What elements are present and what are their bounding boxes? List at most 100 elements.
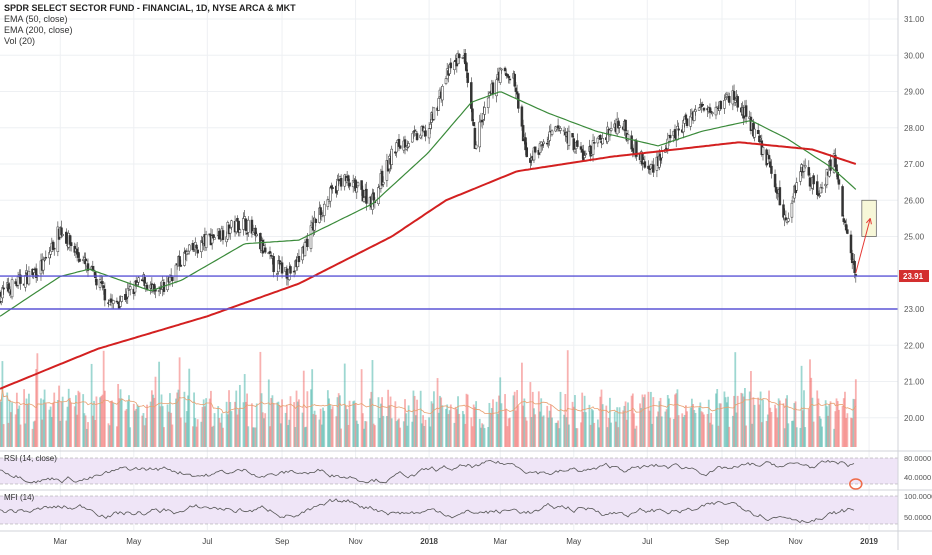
volume-bar (365, 421, 368, 447)
volume-bar (693, 409, 696, 447)
volume-bar (504, 394, 506, 447)
candle-body (652, 164, 655, 173)
volume-bar (465, 393, 468, 447)
indicator-bands (0, 458, 898, 524)
volume-bar (159, 406, 162, 447)
volume-bar (111, 400, 113, 447)
candle-body (545, 142, 549, 145)
candle-body (309, 225, 313, 249)
volume-bar (320, 424, 323, 447)
volume-bar (305, 426, 308, 447)
volume-bar (59, 420, 62, 447)
candle-body (495, 79, 498, 97)
volume-bar (75, 395, 77, 447)
volume-bar (306, 391, 309, 447)
volume-bar (395, 421, 398, 447)
volume-bar (583, 395, 586, 447)
volume-bar (102, 350, 105, 447)
candle-body (102, 285, 105, 289)
volume-bar (302, 370, 305, 447)
candle-body (272, 256, 275, 273)
mfi-tick-mid: 50.0000 (904, 513, 931, 522)
candle-body (453, 61, 456, 71)
candle-body (154, 289, 157, 292)
volume-bar (433, 391, 435, 447)
volume-bar (357, 423, 359, 447)
volume-bar (69, 397, 71, 447)
volume-bar (225, 401, 228, 447)
volume-bar (18, 405, 21, 447)
volume-bar (390, 418, 393, 447)
volume-bar (31, 428, 34, 447)
volume-bar (458, 413, 461, 447)
candle-body (178, 256, 181, 266)
volume-bar (793, 403, 796, 447)
legend-ema200[interactable]: EMA (200, close) (4, 25, 73, 35)
volume-bar (298, 399, 300, 447)
volume-bar (769, 407, 772, 447)
candle-body (618, 125, 621, 128)
volume-bar (641, 394, 644, 447)
volume-bar (152, 394, 154, 447)
volume-bar (49, 406, 52, 447)
volume-bar (269, 426, 271, 447)
candle-body (812, 175, 815, 185)
volume-bar (728, 426, 731, 447)
volume-bar (411, 421, 414, 447)
volume-bar (449, 404, 452, 447)
candle-body (245, 232, 249, 235)
volume-bar (201, 406, 204, 447)
candle-body (714, 106, 718, 116)
volume-bar (116, 426, 118, 447)
volume-bar (811, 397, 814, 447)
volume-bar (372, 423, 375, 447)
volume-bar (220, 413, 223, 447)
candle-body (410, 133, 414, 143)
volume-bar (463, 414, 465, 447)
candle-body (498, 67, 502, 83)
candle-body (322, 203, 326, 216)
y-tick-label: 30.00 (904, 51, 925, 60)
volume-bar (15, 392, 18, 447)
volume-bar (87, 422, 89, 447)
volume-bar (563, 414, 566, 447)
volume-bar (1, 361, 4, 447)
volume-bar (228, 390, 230, 447)
legend-ema50[interactable]: EMA (50, close) (4, 14, 68, 24)
volume-bar (355, 420, 358, 447)
candle-body (491, 82, 495, 95)
volume-bar (454, 406, 457, 447)
candle-body (347, 175, 350, 182)
candle-body (626, 134, 630, 141)
candle-body (126, 288, 130, 298)
volume-bar (717, 425, 720, 447)
volume-bar (124, 410, 127, 447)
volume-bar (65, 420, 68, 447)
legend-vol[interactable]: Vol (20) (4, 36, 36, 46)
volume-bar (311, 369, 314, 447)
volume-bar (838, 409, 840, 447)
candle-body (711, 112, 714, 115)
volume-bar (7, 422, 10, 447)
candle-body (292, 270, 296, 273)
volume-bar (500, 403, 503, 447)
volume-bar (196, 419, 199, 447)
volume-bar (589, 424, 592, 447)
volume-bar (318, 419, 321, 447)
volume-bar (616, 407, 619, 447)
volume-bar (498, 395, 500, 447)
volume-bar (8, 399, 11, 447)
volume-bar (610, 422, 613, 447)
volume-ma-line (0, 387, 857, 415)
volume-bar (648, 410, 651, 447)
volume-bar (153, 397, 156, 447)
volume-bar (354, 403, 357, 447)
candle-body (183, 251, 186, 266)
volume-bar (736, 395, 739, 447)
volume-bar (768, 390, 770, 447)
volume-bar (56, 400, 59, 447)
volume-bar (100, 396, 103, 447)
volume-bar (310, 389, 312, 447)
volume-bar (373, 425, 376, 447)
